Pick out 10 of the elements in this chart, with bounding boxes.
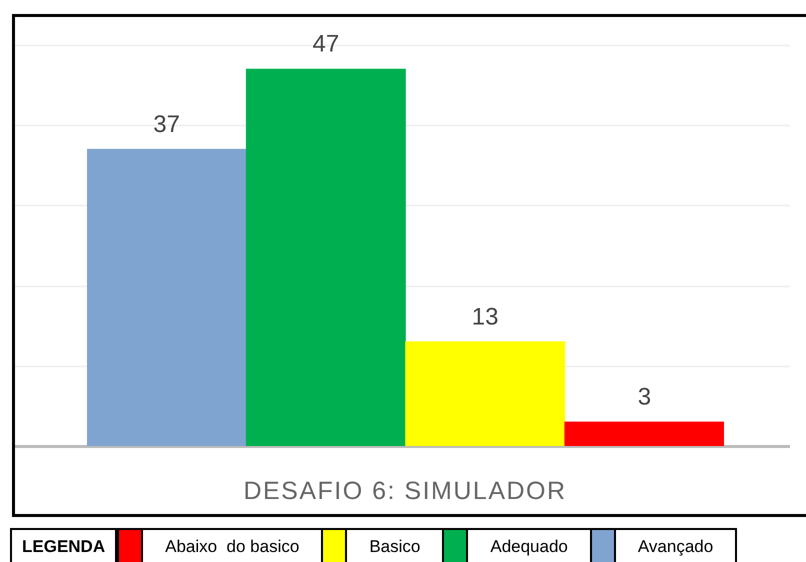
data-label: 37 bbox=[153, 110, 180, 138]
legend-label: Basico bbox=[368, 537, 422, 557]
legend-label: Adequado bbox=[489, 537, 569, 557]
data-label: 47 bbox=[312, 30, 340, 58]
text: DESAFIO 6: SIMULADOR bbox=[242, 477, 568, 506]
data-label: 13 bbox=[472, 303, 498, 330]
legend-title: LEGENDA bbox=[12, 530, 118, 562]
data-label: 3 bbox=[638, 384, 652, 411]
legend-label: Avançado bbox=[636, 537, 714, 557]
legend-label: Abaixo do basico bbox=[164, 537, 300, 557]
